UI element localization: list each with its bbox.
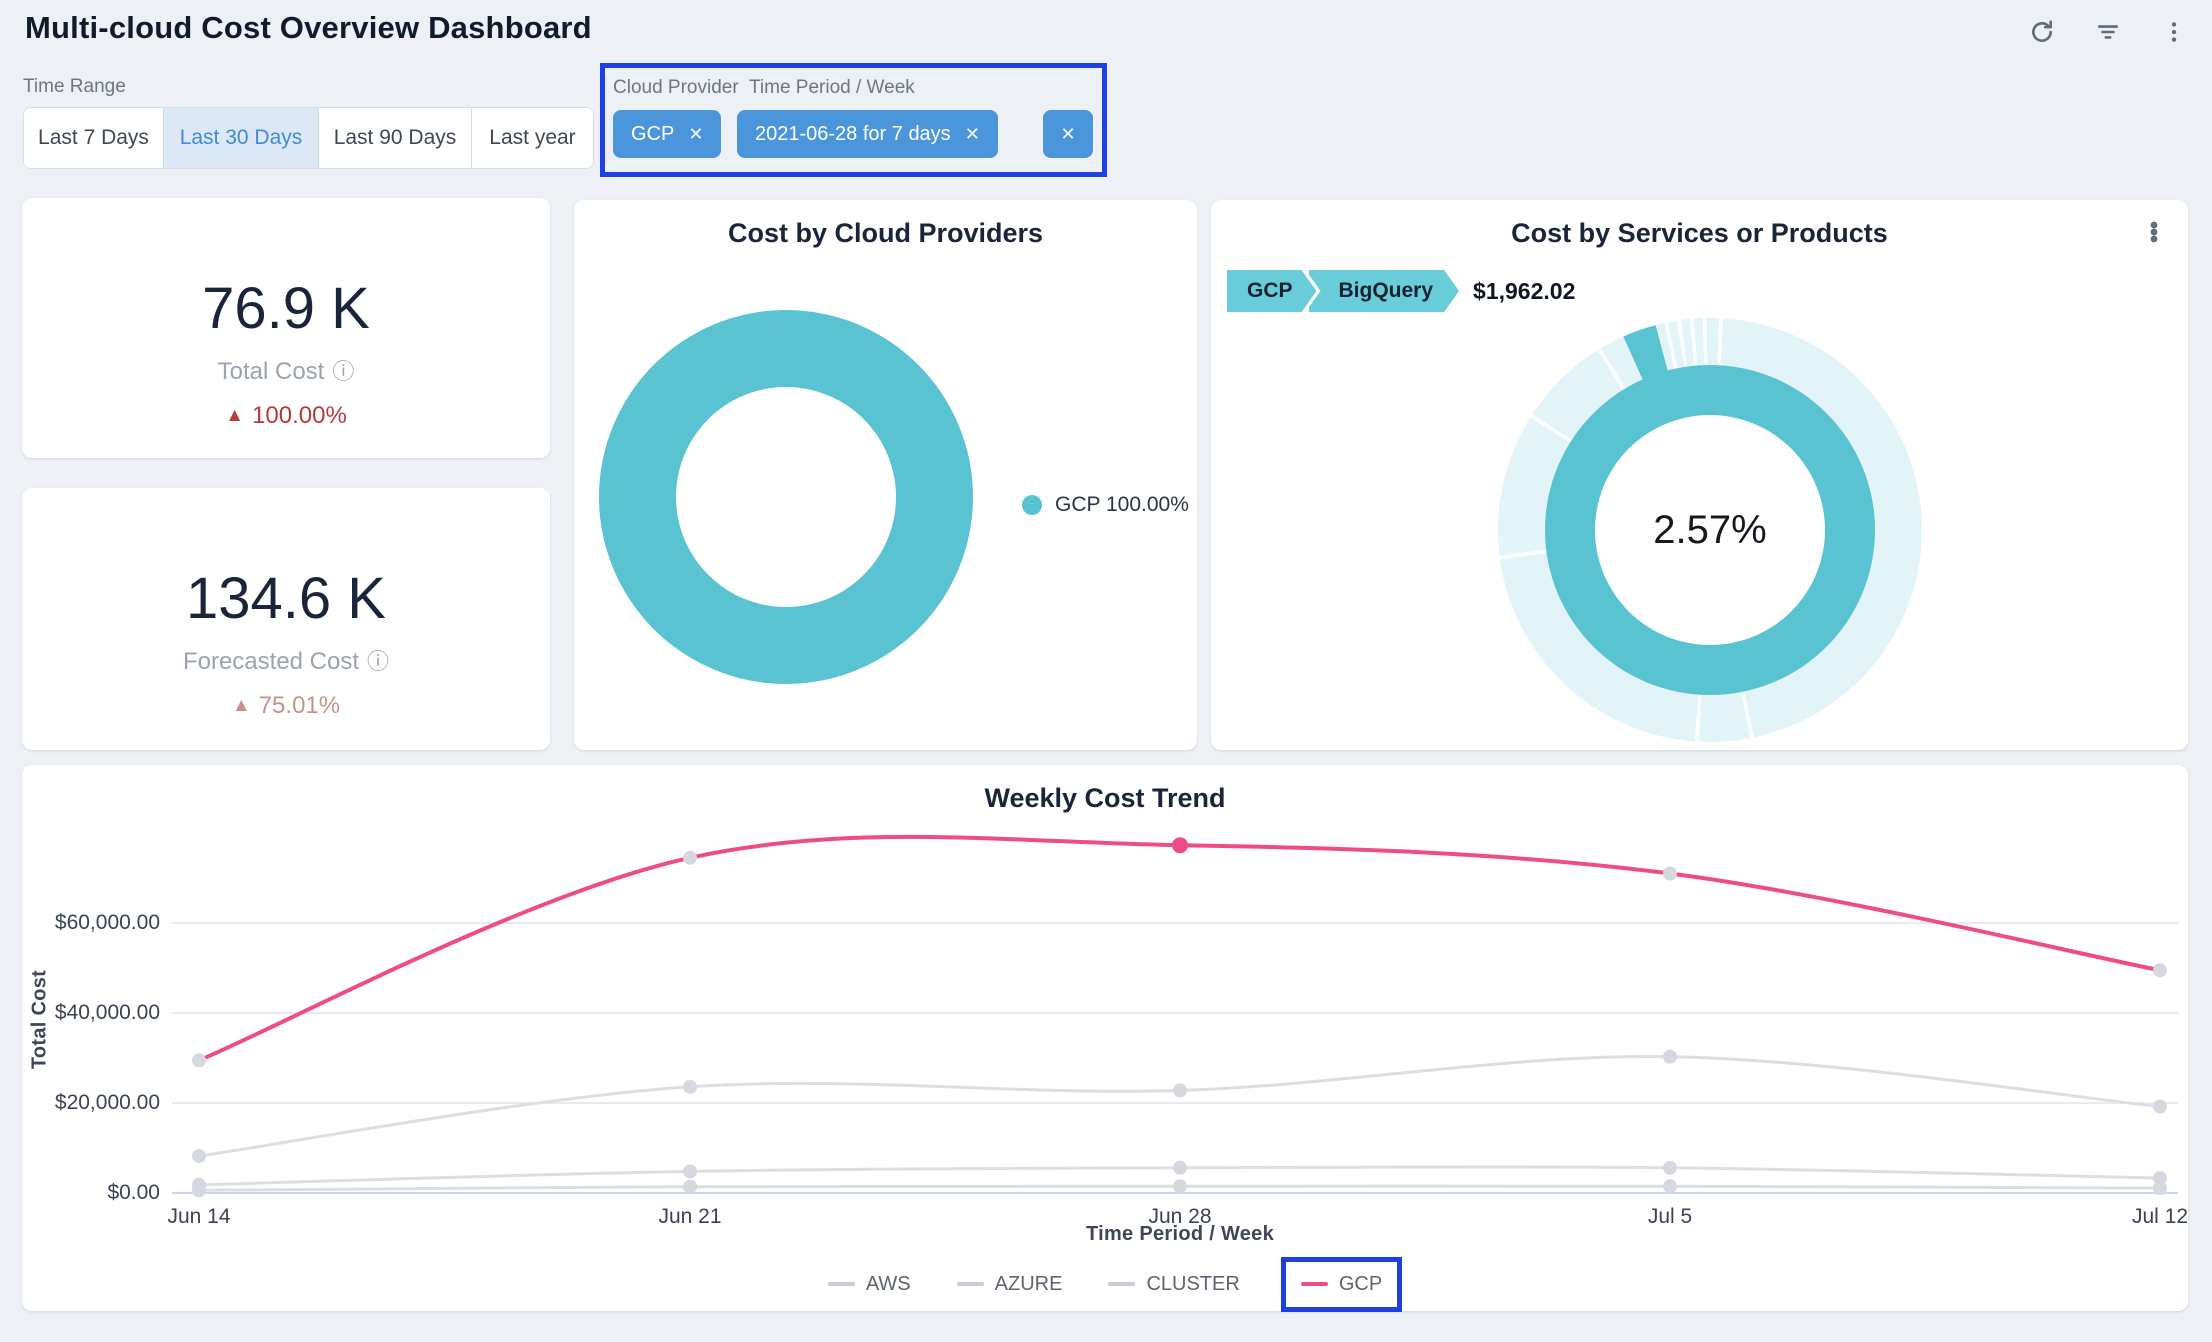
y-tick-label: $60,000.00 (54, 911, 160, 934)
x-axis-title: Time Period / Week (1085, 1223, 1275, 1245)
legend-item-cluster[interactable]: CLUSTER (1108, 1272, 1240, 1296)
time-range-option-last-year[interactable]: Last year (472, 108, 593, 168)
services-card-menu-button[interactable] (2138, 216, 2170, 248)
forecasted-cost-label-row: Forecasted Cost ⓘ (183, 648, 389, 676)
total-cost-value: 76.9 K (202, 276, 370, 341)
y-tick-label: $20,000.00 (54, 1091, 160, 1114)
remove-time-period-icon[interactable]: ✕ (964, 123, 980, 144)
cluster-line-swatch-icon (1108, 1282, 1136, 1286)
cloud-provider-chip-label: GCP (631, 122, 675, 145)
header-actions (2026, 16, 2190, 48)
trend-legend: AWS AZURE CLUSTER GCP (22, 1256, 2188, 1312)
clear-all-icon: ✕ (1060, 123, 1076, 144)
x-tick-label: Jun 21 (658, 1205, 722, 1228)
time-range-segmented-control: Last 7 Days Last 30 Days Last 90 Days La… (23, 107, 594, 169)
filter-icon (2098, 25, 2118, 39)
time-period-filter-label: Time Period / Week (749, 77, 915, 98)
cloud-providers-donut-chart[interactable] (599, 310, 973, 684)
sunburst-hole: 2.57% (1595, 415, 1825, 645)
cost-by-services-title: Cost by Services or Products (1511, 218, 1888, 248)
cloud-providers-legend-item[interactable]: GCP 100.00% (1022, 493, 1189, 517)
time-period-chip-label: 2021-06-28 for 7 days (755, 122, 951, 145)
sunburst-center-percentage: 2.57% (1653, 507, 1767, 552)
page-title: Multi-cloud Cost Overview Dashboard (25, 10, 592, 45)
forecasted-cost-label: Forecasted Cost (182, 648, 360, 675)
forecasted-cost-value: 134.6 K (186, 566, 386, 631)
cost-by-cloud-providers-title: Cost by Cloud Providers (727, 218, 1044, 248)
info-icon[interactable]: ⓘ (332, 359, 355, 384)
forecasted-cost-kpi-card: 134.6 K Forecasted Cost ⓘ ▲ 75.01% (22, 488, 550, 750)
remove-cloud-provider-icon[interactable]: ✕ (688, 123, 704, 144)
x-tick-label: Jun 28 (1148, 1205, 1212, 1228)
gcp-line-swatch-icon (1300, 1282, 1328, 1286)
azure-line-swatch-icon (956, 1282, 984, 1286)
breadcrumb-bigquery[interactable]: BigQuery (1306, 270, 1460, 312)
total-cost-label: Total Cost (217, 358, 325, 385)
forecasted-cost-delta: ▲ 75.01% (232, 692, 340, 720)
weekly-cost-trend-card: Weekly Cost Trend Total Cost $0.00 $20,00… (22, 765, 2188, 1312)
total-cost-kpi-card: 76.9 K Total Cost ⓘ ▲ 100.00% (22, 198, 550, 458)
kebab-menu-icon (2150, 221, 2158, 243)
filter-button[interactable] (2092, 16, 2124, 48)
more-menu-button[interactable] (2158, 16, 2190, 48)
kebab-menu-icon (2171, 22, 2177, 42)
gcp-legend-dot-icon (1022, 495, 1042, 515)
y-tick-label: $0.00 (107, 1181, 160, 1204)
applied-filters-panel: Cloud Provider Time Period / Week GCP ✕ … (600, 63, 1107, 177)
time-range-label: Time Range (23, 76, 126, 97)
cloud-provider-filter-label: Cloud Provider (613, 77, 739, 98)
breadcrumb-gcp[interactable]: GCP (1227, 270, 1317, 312)
cost-by-services-card: Cost by Services or Products GCP BigQuer… (1211, 200, 2188, 750)
legend-item-azure[interactable]: AZURE (956, 1272, 1063, 1296)
x-tick-label: Jun 14 (167, 1205, 231, 1228)
cluster-legend-label: CLUSTER (1146, 1272, 1240, 1295)
trend-line-plot[interactable] (22, 825, 2188, 1215)
total-cost-delta: ▲ 100.00% (225, 402, 347, 430)
azure-legend-label: AZURE (994, 1272, 1063, 1295)
cost-by-cloud-providers-card: Cost by Cloud Providers GCP 100.00% (574, 200, 1197, 750)
up-triangle-icon: ▲ (225, 405, 245, 426)
clear-all-filters-button[interactable]: ✕ (1043, 110, 1093, 158)
refresh-icon (2032, 20, 2052, 42)
services-sunburst-chart[interactable]: 2.57% (1498, 318, 1922, 742)
up-triangle-icon: ▲ (231, 695, 251, 716)
legend-item-gcp[interactable]: GCP (1280, 1256, 1403, 1312)
time-range-option-last-30-days[interactable]: Last 30 Days (164, 108, 319, 168)
weekly-cost-trend-title: Weekly Cost Trend (984, 783, 1226, 813)
cloud-provider-chip[interactable]: GCP ✕ (613, 110, 722, 158)
time-range-option-last-7-days[interactable]: Last 7 Days (24, 108, 164, 168)
time-range-option-last-90-days[interactable]: Last 90 Days (319, 108, 472, 168)
forecasted-cost-delta-value: 75.01% (258, 692, 341, 719)
total-cost-label-row: Total Cost ⓘ (218, 358, 355, 386)
services-breadcrumb: GCP BigQuery $1,962.02 (1227, 270, 1575, 312)
breadcrumb-value: $1,962.02 (1473, 277, 1576, 304)
gcp-legend-label: GCP (1338, 1272, 1383, 1295)
legend-item-aws[interactable]: AWS (827, 1272, 911, 1296)
aws-line-swatch-icon (827, 1282, 855, 1286)
time-period-chip[interactable]: 2021-06-28 for 7 days ✕ (737, 110, 998, 158)
x-tick-label: Jul 12 (2131, 1205, 2189, 1228)
info-icon[interactable]: ⓘ (367, 649, 390, 674)
aws-legend-label: AWS (865, 1272, 911, 1295)
gcp-legend-label: GCP 100.00% (1055, 493, 1189, 516)
total-cost-delta-value: 100.00% (252, 402, 347, 429)
x-tick-label: Jul 5 (1647, 1205, 1693, 1228)
y-tick-label: $40,000.00 (54, 1001, 160, 1024)
refresh-button[interactable] (2026, 16, 2058, 48)
